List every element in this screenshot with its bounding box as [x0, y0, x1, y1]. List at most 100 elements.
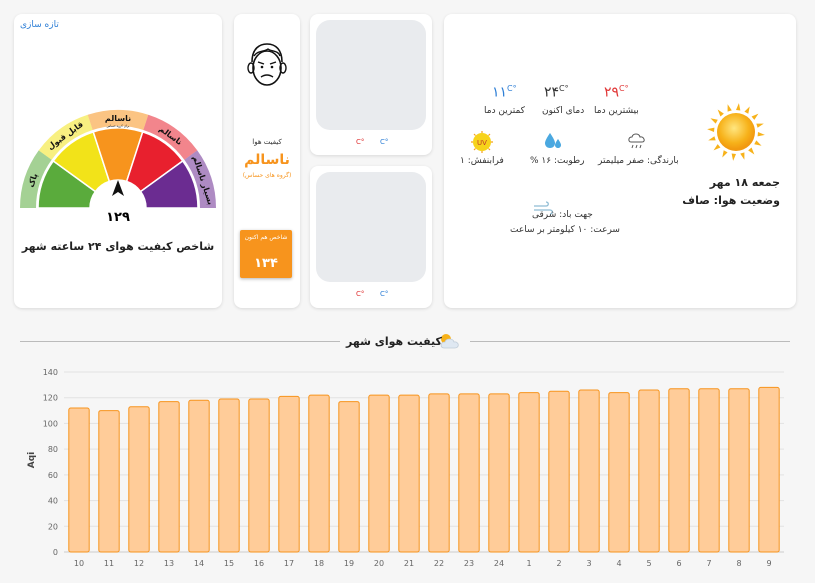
- max-temp: ۲۹C°: [604, 84, 629, 101]
- aq-index-box: شاخص هم اکنون ۱۳۴: [240, 230, 292, 278]
- aq-status: ناسالم: [244, 152, 290, 168]
- weather-card: ۲۹C° بیشترین دما ۲۴C° دمای اکنون ۱۱C° کم…: [444, 14, 796, 308]
- aqi-bar[interactable]: [428, 393, 450, 553]
- aqi-bar[interactable]: [158, 401, 180, 553]
- aqi-bar[interactable]: [278, 395, 300, 553]
- aqi-bar[interactable]: [578, 389, 600, 553]
- aqi-bar[interactable]: [518, 392, 540, 553]
- aqi-bar[interactable]: [128, 406, 150, 553]
- gauge-label-band: [87, 110, 149, 131]
- now-temp-unit: C°: [559, 84, 569, 93]
- chart-divider-right: [470, 341, 790, 342]
- wind-dir-text: جهت باد: شرقی: [532, 210, 593, 220]
- sun-ray: [717, 109, 724, 117]
- sun-ray: [740, 152, 745, 160]
- gauge-value: ۱۲۹: [106, 210, 130, 225]
- gauge-label-band: [38, 114, 93, 160]
- aqi-bar[interactable]: [368, 394, 390, 553]
- x-tick-label: 7: [706, 559, 711, 568]
- date-text: جمعه ۱۸ مهر: [709, 176, 780, 189]
- x-tick-label: 12: [134, 559, 144, 568]
- sun-ray: [756, 123, 764, 128]
- gauge-title: شاخص کیفیت هوای ۲۴ ساعته شهر: [21, 240, 215, 253]
- now-temp-label: دمای اکنون: [542, 106, 585, 116]
- y-tick-label: 60: [48, 471, 58, 480]
- aqi-bar[interactable]: [98, 410, 120, 553]
- aqi-bar[interactable]: [458, 393, 480, 553]
- aqi-bar[interactable]: [488, 393, 510, 553]
- gauge-label-band: [143, 114, 198, 160]
- gauge-segment: [139, 159, 199, 209]
- sun-ray: [722, 150, 728, 158]
- sun-ray: [708, 136, 716, 141]
- gauge-segment-label: پاک: [26, 172, 39, 188]
- wind-speed-text: سرعت: ۱۰ کیلومتر بر ساعت: [510, 225, 620, 235]
- x-tick-label: 19: [344, 559, 354, 568]
- gauge-label-band: [184, 150, 216, 208]
- refresh-button[interactable]: تازه سازی: [20, 20, 59, 30]
- forecast-1-min-unit: C°: [380, 138, 389, 146]
- aqi-bar[interactable]: [218, 398, 240, 553]
- x-tick-label: 21: [404, 559, 414, 568]
- chart-section-title: کیفیت هوای شهر: [346, 335, 442, 348]
- min-temp: ۱۱C°: [492, 84, 517, 101]
- min-temp-unit: C°: [507, 84, 517, 93]
- x-tick-label: 1: [526, 559, 531, 568]
- forecast-card-2: C° C°: [310, 166, 432, 308]
- aqi-bar[interactable]: [758, 386, 780, 553]
- aqi-bar[interactable]: [188, 399, 210, 553]
- forecast-placeholder-1: [316, 20, 426, 130]
- y-tick-label: 40: [48, 497, 58, 506]
- x-tick-label: 9: [766, 559, 771, 568]
- y-tick-label: 20: [48, 522, 58, 531]
- x-tick-label: 24: [494, 559, 504, 568]
- y-tick-label: 0: [53, 548, 58, 557]
- max-temp-unit: C°: [619, 84, 629, 93]
- aqi-bar[interactable]: [608, 392, 630, 553]
- uv-icon: UV: [471, 131, 493, 153]
- sun-ray: [744, 106, 750, 114]
- sun-ray: [736, 103, 741, 111]
- max-temp-value: ۲۹: [604, 84, 620, 101]
- aqi-bar[interactable]: [668, 388, 690, 553]
- wind-icon: [534, 201, 553, 215]
- rain-text: بارندگی: صفر میلیمتر: [598, 156, 679, 166]
- aqi-bar[interactable]: [698, 388, 720, 553]
- min-temp-label: کمترین دما: [484, 106, 525, 116]
- aqi-bar[interactable]: [308, 394, 330, 553]
- x-tick-label: 10: [74, 559, 84, 568]
- y-tick-label: 140: [43, 368, 58, 377]
- max-temp-label: بیشترین دما: [594, 106, 639, 116]
- sun-ray: [731, 153, 736, 161]
- y-axis-title: Aqi: [27, 452, 37, 469]
- aqi-bar[interactable]: [728, 388, 750, 553]
- y-tick-label: 120: [43, 394, 58, 403]
- aqi-bar[interactable]: [338, 401, 360, 553]
- y-tick-label: 80: [48, 445, 58, 454]
- sun-ray: [710, 118, 718, 124]
- aq-status-card: کیفیت هوا ناسالم (گروه های حساس) شاخص هم…: [234, 14, 300, 308]
- aqi-bar[interactable]: [68, 407, 90, 553]
- sun-ray: [707, 127, 715, 132]
- sun-ray: [713, 144, 721, 151]
- sad-face-icon: [247, 43, 287, 86]
- sun-icon: [707, 103, 765, 161]
- forecast-2-min-unit: C°: [380, 290, 389, 298]
- aqi-bar[interactable]: [638, 389, 660, 553]
- min-temp-value: ۱۱: [492, 84, 508, 101]
- uv-badge-text: UV: [477, 139, 487, 147]
- forecast-1-max-unit: C°: [356, 138, 365, 146]
- aqi-bar[interactable]: [248, 398, 270, 553]
- gauge-label-band: [20, 150, 52, 208]
- aq-subtext: (گروه های حساس): [242, 172, 292, 179]
- x-tick-label: 11: [104, 559, 114, 568]
- gauge-segment-sublabel: برای گروه حساس: [107, 124, 130, 128]
- aq-index-label: شاخص هم اکنون: [244, 234, 288, 241]
- aqi-bar[interactable]: [398, 394, 420, 553]
- gauge-segment-label: ناسالم: [105, 114, 131, 123]
- sun-ray: [754, 140, 762, 146]
- forecast-card-1: C° C°: [310, 14, 432, 155]
- aqi-bar[interactable]: [548, 390, 570, 553]
